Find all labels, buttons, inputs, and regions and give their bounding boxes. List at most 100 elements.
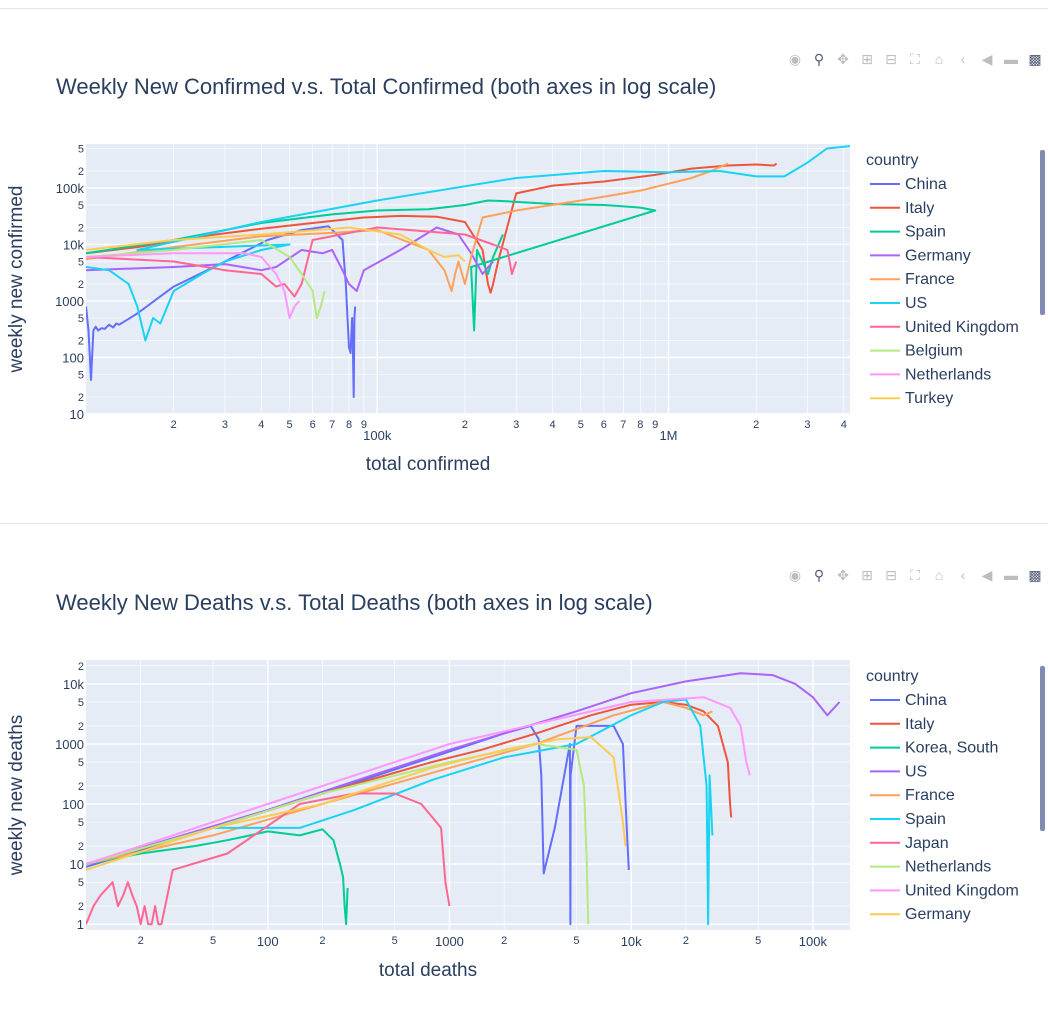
chart-confirmed-svg: Weekly New Confirmed v.s. Total Confirme… [6, 74, 1045, 475]
plot-area [86, 144, 850, 414]
hover-closest-icon[interactable]: ◀ [981, 50, 993, 67]
x-minor-tick-label: 5 [755, 935, 761, 947]
series-line-spain [86, 698, 714, 926]
camera-icon[interactable]: ◉ [788, 566, 802, 583]
series-line-china [86, 724, 630, 926]
series-line-united-kingdom [86, 226, 518, 298]
y-minor-tick-label: 2 [78, 222, 84, 234]
x-minor-tick-label: 2 [501, 935, 507, 947]
zoom-icon[interactable]: ⚲ [813, 50, 825, 67]
y-tick-label: 100k [56, 181, 85, 196]
autoscale-icon[interactable]: ⛶ [910, 566, 920, 583]
plotly-logo-icon[interactable]: ▩ [1028, 50, 1042, 67]
x-minor-tick-label: 7 [329, 419, 335, 431]
legend-item-label: US [905, 295, 927, 312]
series-line-france [86, 701, 713, 866]
hover-compare-icon[interactable]: ▬ [1004, 567, 1018, 583]
zoom-icon[interactable]: ⚲ [813, 566, 825, 583]
x-tick-label: 100k [799, 934, 828, 949]
x-minor-tick-label: 5 [287, 419, 293, 431]
x-tick-label: 100k [363, 428, 392, 443]
home-icon[interactable]: ⌂ [934, 51, 944, 67]
x-minor-tick-label: 3 [513, 419, 519, 431]
zoom-out-icon[interactable]: ⊟ [885, 566, 897, 583]
pan-icon[interactable]: ✥ [837, 50, 849, 67]
y-minor-tick-label: 2 [78, 392, 84, 404]
y-minor-tick-label: 5 [78, 877, 84, 889]
plot-area [86, 660, 850, 930]
y-minor-tick-label: 2 [78, 166, 84, 178]
legend-item-label: France [905, 787, 955, 804]
plotly-logo-icon[interactable]: ▩ [1028, 566, 1042, 583]
legend-item-label: Japan [905, 835, 949, 852]
series-line-united-kingdom [86, 696, 751, 866]
x-tick-label: 1M [659, 428, 677, 443]
series-line-germany [86, 736, 627, 871]
legend-item-label: Netherlands [905, 366, 991, 383]
home-icon[interactable]: ⌂ [934, 567, 944, 583]
pan-icon[interactable]: ✥ [837, 566, 849, 583]
legend-item-label: Belgium [905, 343, 963, 360]
x-minor-tick-label: 2 [171, 419, 177, 431]
camera-icon[interactable]: ◉ [788, 50, 802, 67]
x-minor-tick-label: 5 [573, 935, 579, 947]
x-axis-label: total confirmed [366, 454, 491, 475]
autoscale-icon[interactable]: ⛶ [910, 50, 920, 67]
legend-item-label: Italy [905, 200, 934, 217]
x-minor-tick-label: 2 [683, 935, 689, 947]
y-tick-label: 100 [62, 797, 84, 812]
x-minor-tick-label: 5 [578, 419, 584, 431]
hover-compare-icon[interactable]: ▬ [1004, 51, 1018, 67]
y-minor-tick-label: 5 [78, 817, 84, 829]
zoom-in-icon[interactable]: ⊞ [861, 50, 873, 67]
x-minor-tick-label: 9 [652, 419, 658, 431]
y-tick-label: 100 [62, 350, 84, 365]
series-line-belgium [86, 239, 326, 319]
spike-lines-icon[interactable]: ‹ [960, 51, 966, 67]
zoom-out-icon[interactable]: ⊟ [885, 50, 897, 67]
series-line-korea-south [86, 828, 349, 926]
legend-title: country [866, 152, 918, 169]
x-axis-label: total deaths [379, 960, 477, 981]
x-minor-tick-label: 5 [210, 935, 216, 947]
legend-item-label: Turkey [905, 390, 953, 407]
modebar: ◉ ⚲ ✥ ⊞ ⊟ ⛶ ⌂ ‹ ◀ ▬ ▩ [786, 566, 1044, 584]
y-tick-label: 10 [70, 407, 84, 422]
chart-title: Weekly New Confirmed v.s. Total Confirme… [56, 74, 716, 99]
legend-scrollbar [1040, 150, 1045, 315]
y-minor-tick-label: 5 [78, 143, 84, 155]
legend: country China Italy Spain Germany France US Uni… [866, 152, 1019, 407]
series-line-us [86, 145, 850, 342]
x-minor-tick-label: 2 [462, 419, 468, 431]
y-tick-label: 10 [70, 857, 84, 872]
y-minor-tick-label: 2 [78, 781, 84, 793]
x-tick-label: 100 [257, 934, 279, 949]
legend-item-label: France [905, 271, 955, 288]
spike-lines-icon[interactable]: ‹ [960, 567, 966, 583]
chart-deaths[interactable]: ◉ ⚲ ✥ ⊞ ⊟ ⛶ ⌂ ‹ ◀ ▬ ▩ Weekly New Deaths … [0, 526, 1048, 1026]
series-line-italy [86, 162, 778, 294]
legend-item-label: United Kingdom [905, 882, 1019, 899]
legend-item-label: Italy [905, 716, 934, 733]
series-group [86, 145, 850, 398]
y-minor-tick-label: 5 [78, 697, 84, 709]
series-line-us [86, 672, 841, 866]
gridlines [86, 144, 850, 415]
x-minor-tick-label: 2 [753, 419, 759, 431]
series-line-germany [86, 226, 494, 292]
zoom-in-icon[interactable]: ⊞ [861, 566, 873, 583]
x-minor-tick-label: 7 [620, 419, 626, 431]
x-minor-tick-label: 4 [258, 419, 264, 431]
y-minor-tick-label: 2 [78, 279, 84, 291]
x-minor-tick-label: 3 [222, 419, 228, 431]
series-group [86, 672, 841, 926]
y-minor-tick-label: 5 [78, 200, 84, 212]
y-minor-tick-label: 2 [78, 841, 84, 853]
y-minor-tick-label: 5 [78, 757, 84, 769]
legend: country China Italy Korea, South US France Spa… [866, 668, 1019, 923]
x-minor-tick-label: 2 [319, 935, 325, 947]
hover-closest-icon[interactable]: ◀ [981, 566, 993, 583]
y-minor-tick-label: 2 [78, 661, 84, 673]
x-minor-tick-label: 3 [804, 419, 810, 431]
chart-confirmed[interactable]: ◉ ⚲ ✥ ⊞ ⊟ ⛶ ⌂ ‹ ◀ ▬ ▩ Weekly New Confirm… [0, 10, 1048, 510]
